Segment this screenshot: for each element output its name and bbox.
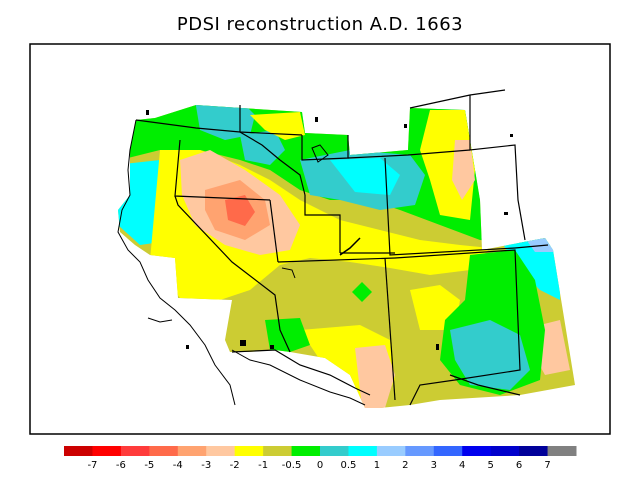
- lakes: [146, 110, 513, 350]
- map-title: PDSI reconstruction A.D. 1663: [176, 14, 464, 35]
- legend-tick-label: 6: [516, 460, 522, 471]
- lake-1: [146, 110, 149, 115]
- legend-tick-label: 7: [544, 460, 550, 471]
- lake-tahoe: [281, 267, 296, 279]
- legend-swatch: [263, 446, 293, 456]
- lake-3: [404, 124, 407, 128]
- gulf-coast: [231, 349, 366, 406]
- legend-swatch: [376, 446, 406, 456]
- legend-tick-label: 2: [402, 460, 408, 471]
- field-green-sw: [265, 318, 310, 352]
- lake-2: [315, 117, 318, 122]
- legend-swatch: [547, 446, 577, 456]
- legend-swatch: [291, 446, 321, 456]
- lake-7: [240, 340, 246, 346]
- legend-ticks: -7 -6 -5 -4 -3 -2 -1 -0.5 0 0.5 1 2 3 4 5 6 7: [87, 460, 550, 471]
- lake-mead: [339, 237, 361, 256]
- legend-tick-label: -3: [201, 460, 211, 471]
- legend-tick-label: 1: [374, 460, 380, 471]
- legend-swatch: [462, 446, 492, 456]
- legend-swatch: [92, 446, 122, 456]
- legend-tick-label: -5: [144, 460, 154, 471]
- coastline: [117, 119, 236, 406]
- legend-swatch: [490, 446, 520, 456]
- lake-9: [270, 345, 274, 349]
- legend-tick-label: -7: [87, 460, 97, 471]
- field-yellow-north: [250, 112, 305, 140]
- field-red-nw: [225, 195, 255, 226]
- legend-swatch: [320, 446, 349, 456]
- legend-tick-label: 4: [459, 460, 465, 471]
- great-salt-lake: [311, 144, 329, 163]
- legend-tick-label: -6: [116, 460, 126, 471]
- legend-swatch: [64, 446, 93, 456]
- legend-swatch: [433, 446, 463, 456]
- legend-tick-label: -1: [258, 460, 268, 471]
- legend-tick-label: 0: [317, 460, 323, 471]
- lake-6: [436, 344, 439, 350]
- legend-tick-label: -4: [173, 460, 183, 471]
- legend-tick-label: 3: [431, 460, 437, 471]
- field-peach-ne: [452, 140, 475, 200]
- legend-tick-label: 0.5: [340, 460, 356, 471]
- lake-8: [186, 345, 189, 349]
- legend-tick-label: 5: [487, 460, 493, 471]
- legend-swatch: [405, 446, 435, 456]
- channel-islands: [147, 317, 173, 323]
- legend-swatches: [64, 446, 577, 456]
- legend-swatch: [519, 446, 549, 456]
- legend-swatch: [120, 446, 150, 456]
- lake-4: [510, 134, 513, 137]
- legend-swatch: [177, 446, 207, 456]
- lake-5: [504, 212, 508, 215]
- legend-swatch: [149, 446, 179, 456]
- field-cyan-center: [330, 158, 400, 195]
- field-green-diamond: [352, 282, 372, 302]
- legend-swatch: [234, 446, 264, 456]
- legend-swatch: [348, 446, 378, 456]
- legend-swatch: [206, 446, 236, 456]
- legend-tick-label: -0.5: [282, 460, 302, 471]
- state-boundaries: [135, 89, 549, 406]
- field-teal-se: [450, 320, 530, 390]
- legend-tick-label: -2: [230, 460, 240, 471]
